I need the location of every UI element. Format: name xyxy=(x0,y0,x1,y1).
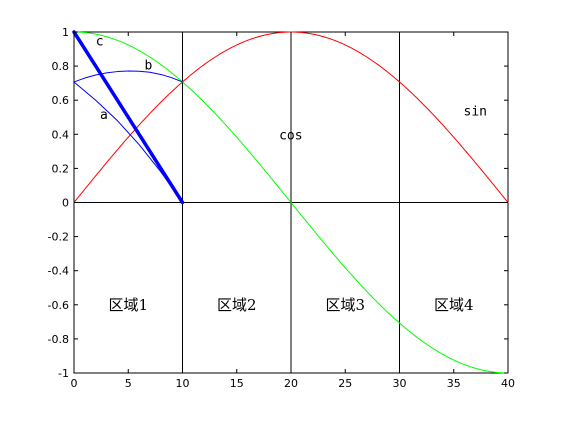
region-label-2: 区域2 xyxy=(217,296,257,314)
y-tick-label: -1 xyxy=(58,367,69,380)
y-tick-label: 0.6 xyxy=(52,94,70,107)
curve-label-b: b xyxy=(145,59,153,74)
series-line-cos xyxy=(73,31,509,374)
label-layer: c b a cos sin 区域1 区域2 区域3 区域4 xyxy=(96,35,487,314)
x-tick-label: 10 xyxy=(176,377,190,390)
series-line-b xyxy=(73,70,183,83)
x-tick-label: 20 xyxy=(284,377,298,390)
y-tick-label: 0.4 xyxy=(52,128,70,141)
curve-label-sin: sin xyxy=(464,105,487,120)
y-tick-label: -0.2 xyxy=(48,231,69,244)
y-tick-label: 0.2 xyxy=(52,162,70,175)
tick-layer: 0 5 10 15 20 25 30 35 40 -1 -0.8 -0.6 -0.4 -0.2 0 0.2 0.… xyxy=(48,26,515,390)
y-tick-label: 1 xyxy=(62,26,69,39)
curve-label-cos: cos xyxy=(279,128,302,143)
x-tick-label: 15 xyxy=(230,377,244,390)
region-label-4: 区域4 xyxy=(434,296,474,314)
curve-label-c: c xyxy=(96,35,104,50)
x-tick-label: 5 xyxy=(125,377,132,390)
y-tick-label: -0.8 xyxy=(48,333,69,346)
x-tick-label: 0 xyxy=(71,377,78,390)
region-label-3: 区域3 xyxy=(325,296,365,314)
y-tick-label: 0.8 xyxy=(52,60,70,73)
region-label-1: 区域1 xyxy=(108,296,148,314)
x-tick-label: 25 xyxy=(338,377,352,390)
curve-label-a: a xyxy=(100,108,108,123)
y-tick-label: -0.4 xyxy=(48,265,69,278)
series-line-c xyxy=(72,30,185,205)
x-tick-label: 35 xyxy=(447,377,461,390)
y-tick-label: 0 xyxy=(62,197,69,210)
y-tick-label: -0.6 xyxy=(48,299,69,312)
x-tick-label: 30 xyxy=(393,377,407,390)
x-tick-label: 40 xyxy=(501,377,515,390)
